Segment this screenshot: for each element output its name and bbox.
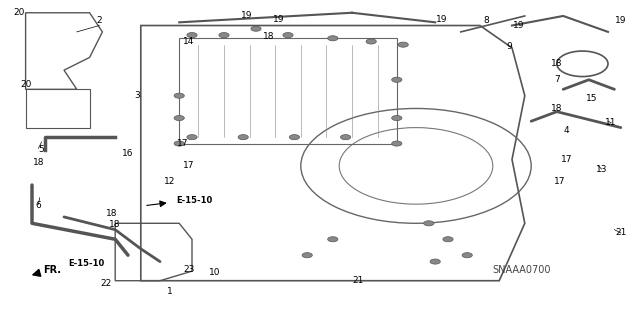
Circle shape xyxy=(340,135,351,140)
Circle shape xyxy=(398,42,408,47)
Circle shape xyxy=(392,141,402,146)
Text: 13: 13 xyxy=(596,165,607,174)
Text: 21: 21 xyxy=(615,228,627,237)
Text: 19: 19 xyxy=(615,16,627,25)
Text: 19: 19 xyxy=(241,11,252,20)
Text: 10: 10 xyxy=(209,268,220,277)
Text: 21: 21 xyxy=(353,276,364,285)
Text: 16: 16 xyxy=(122,149,134,158)
Circle shape xyxy=(289,135,300,140)
Text: FR.: FR. xyxy=(33,264,61,276)
Text: 5: 5 xyxy=(39,145,44,154)
Text: E-15-10: E-15-10 xyxy=(176,197,212,205)
Text: 18: 18 xyxy=(33,158,44,167)
Text: 18: 18 xyxy=(106,209,118,218)
Circle shape xyxy=(366,39,376,44)
Text: 1: 1 xyxy=(167,287,172,296)
Circle shape xyxy=(424,221,434,226)
Text: 18: 18 xyxy=(551,104,563,113)
Text: 3: 3 xyxy=(135,91,140,100)
Circle shape xyxy=(238,135,248,140)
Circle shape xyxy=(328,237,338,242)
Circle shape xyxy=(174,115,184,121)
Text: 17: 17 xyxy=(177,139,188,148)
Text: 6: 6 xyxy=(36,201,41,210)
Text: 9: 9 xyxy=(506,42,511,51)
Circle shape xyxy=(251,26,261,31)
Text: 20: 20 xyxy=(13,8,25,17)
Text: 14: 14 xyxy=(183,37,195,46)
Text: 15: 15 xyxy=(586,94,598,103)
Text: 18: 18 xyxy=(263,32,275,41)
Circle shape xyxy=(302,253,312,258)
Text: 23: 23 xyxy=(183,265,195,274)
Text: 2: 2 xyxy=(97,16,102,25)
Text: 17: 17 xyxy=(554,177,566,186)
Text: 8: 8 xyxy=(484,16,489,25)
Text: 20: 20 xyxy=(20,80,31,89)
Circle shape xyxy=(328,36,338,41)
Circle shape xyxy=(219,33,229,38)
Circle shape xyxy=(174,93,184,98)
Circle shape xyxy=(430,259,440,264)
Text: 17: 17 xyxy=(183,161,195,170)
Circle shape xyxy=(187,135,197,140)
Text: 11: 11 xyxy=(605,118,617,127)
Circle shape xyxy=(187,33,197,38)
Text: E-15-10: E-15-10 xyxy=(68,259,105,268)
Text: 18: 18 xyxy=(109,220,121,229)
Text: 18: 18 xyxy=(551,59,563,68)
Circle shape xyxy=(174,141,184,146)
Text: 19: 19 xyxy=(273,15,284,24)
Circle shape xyxy=(462,253,472,258)
Text: 12: 12 xyxy=(164,177,175,186)
Circle shape xyxy=(392,115,402,121)
Text: 22: 22 xyxy=(100,279,111,288)
Text: 7: 7 xyxy=(554,75,559,84)
Text: 4: 4 xyxy=(564,126,569,135)
Text: SNAAA0700: SNAAA0700 xyxy=(493,264,551,275)
Text: 19: 19 xyxy=(436,15,447,24)
Circle shape xyxy=(392,77,402,82)
Circle shape xyxy=(283,33,293,38)
Text: 17: 17 xyxy=(561,155,572,164)
Text: 19: 19 xyxy=(513,21,524,30)
Circle shape xyxy=(443,237,453,242)
